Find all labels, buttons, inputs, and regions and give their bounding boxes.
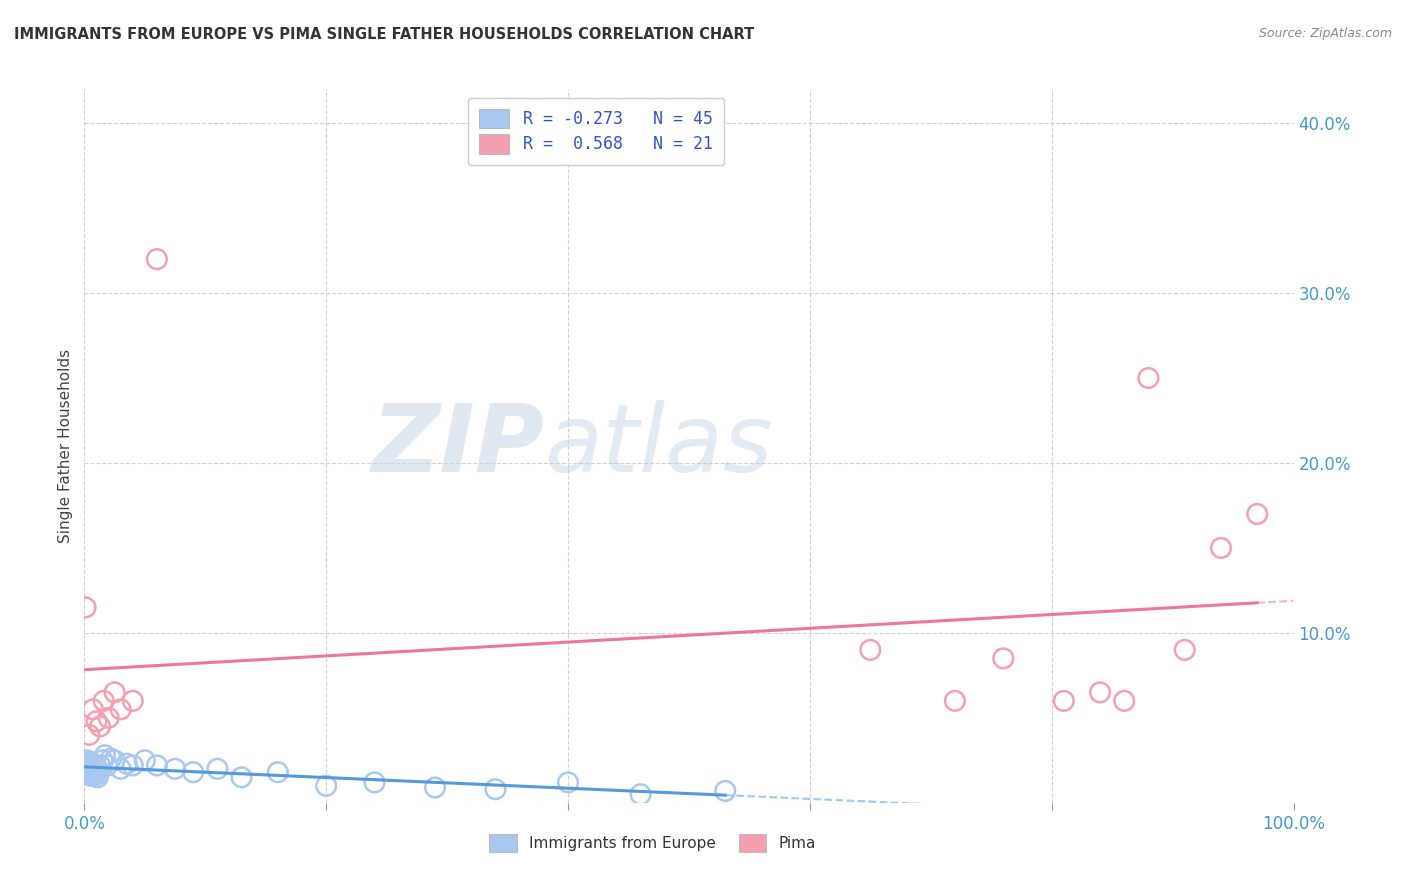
Point	[79, 769, 101, 783]
Point	[1209, 541, 1232, 555]
Point	[1053, 694, 1076, 708]
Point	[97, 711, 120, 725]
Point	[134, 753, 156, 767]
Point	[82, 764, 104, 778]
Point	[630, 787, 652, 801]
Point	[94, 748, 117, 763]
Point	[93, 694, 115, 708]
Point	[231, 770, 253, 784]
Text: IMMIGRANTS FROM EUROPE VS PIMA SINGLE FATHER HOUSEHOLDS CORRELATION CHART: IMMIGRANTS FROM EUROPE VS PIMA SINGLE FA…	[14, 27, 754, 42]
Point	[83, 769, 105, 783]
Point	[80, 765, 103, 780]
Point	[146, 758, 169, 772]
Point	[1088, 685, 1111, 699]
Point	[121, 694, 143, 708]
Point	[104, 753, 127, 767]
Point	[77, 728, 100, 742]
Point	[110, 762, 132, 776]
Y-axis label: Single Father Households: Single Father Households	[58, 349, 73, 543]
Point	[993, 651, 1015, 665]
Point	[86, 765, 108, 780]
Point	[110, 702, 132, 716]
Point	[104, 685, 127, 699]
Text: atlas: atlas	[544, 401, 772, 491]
Point	[96, 758, 118, 772]
Point	[557, 775, 579, 789]
Point	[84, 767, 107, 781]
Point	[80, 758, 103, 772]
Point	[79, 755, 101, 769]
Point	[146, 252, 169, 266]
Point	[423, 780, 446, 795]
Point	[363, 775, 385, 789]
Point	[115, 756, 138, 771]
Point	[165, 762, 187, 776]
Point	[89, 719, 111, 733]
Point	[87, 767, 110, 781]
Point	[100, 751, 122, 765]
Point	[79, 756, 101, 771]
Point	[267, 765, 290, 780]
Point	[943, 694, 966, 708]
Text: ZIP: ZIP	[371, 400, 544, 492]
Point	[77, 765, 100, 780]
Point	[82, 702, 104, 716]
Text: Source: ZipAtlas.com: Source: ZipAtlas.com	[1258, 27, 1392, 40]
Point	[315, 779, 337, 793]
Point	[121, 758, 143, 772]
Point	[84, 764, 107, 778]
Point	[1246, 507, 1268, 521]
Point	[76, 753, 98, 767]
Point	[75, 758, 97, 772]
Point	[181, 765, 204, 780]
Point	[76, 764, 98, 778]
Point	[714, 784, 737, 798]
Point	[86, 770, 108, 784]
Point	[89, 758, 111, 772]
Point	[77, 760, 100, 774]
Point	[82, 760, 104, 774]
Point	[1137, 371, 1160, 385]
Point	[859, 643, 882, 657]
Point	[1114, 694, 1136, 708]
Point	[1174, 643, 1197, 657]
Point	[91, 753, 114, 767]
Point	[77, 767, 100, 781]
Point	[83, 762, 105, 776]
Point	[484, 782, 506, 797]
Legend: Immigrants from Europe, Pima: Immigrants from Europe, Pima	[482, 827, 824, 859]
Point	[86, 760, 108, 774]
Point	[77, 762, 100, 776]
Point	[86, 714, 108, 729]
Point	[207, 762, 229, 776]
Point	[75, 600, 97, 615]
